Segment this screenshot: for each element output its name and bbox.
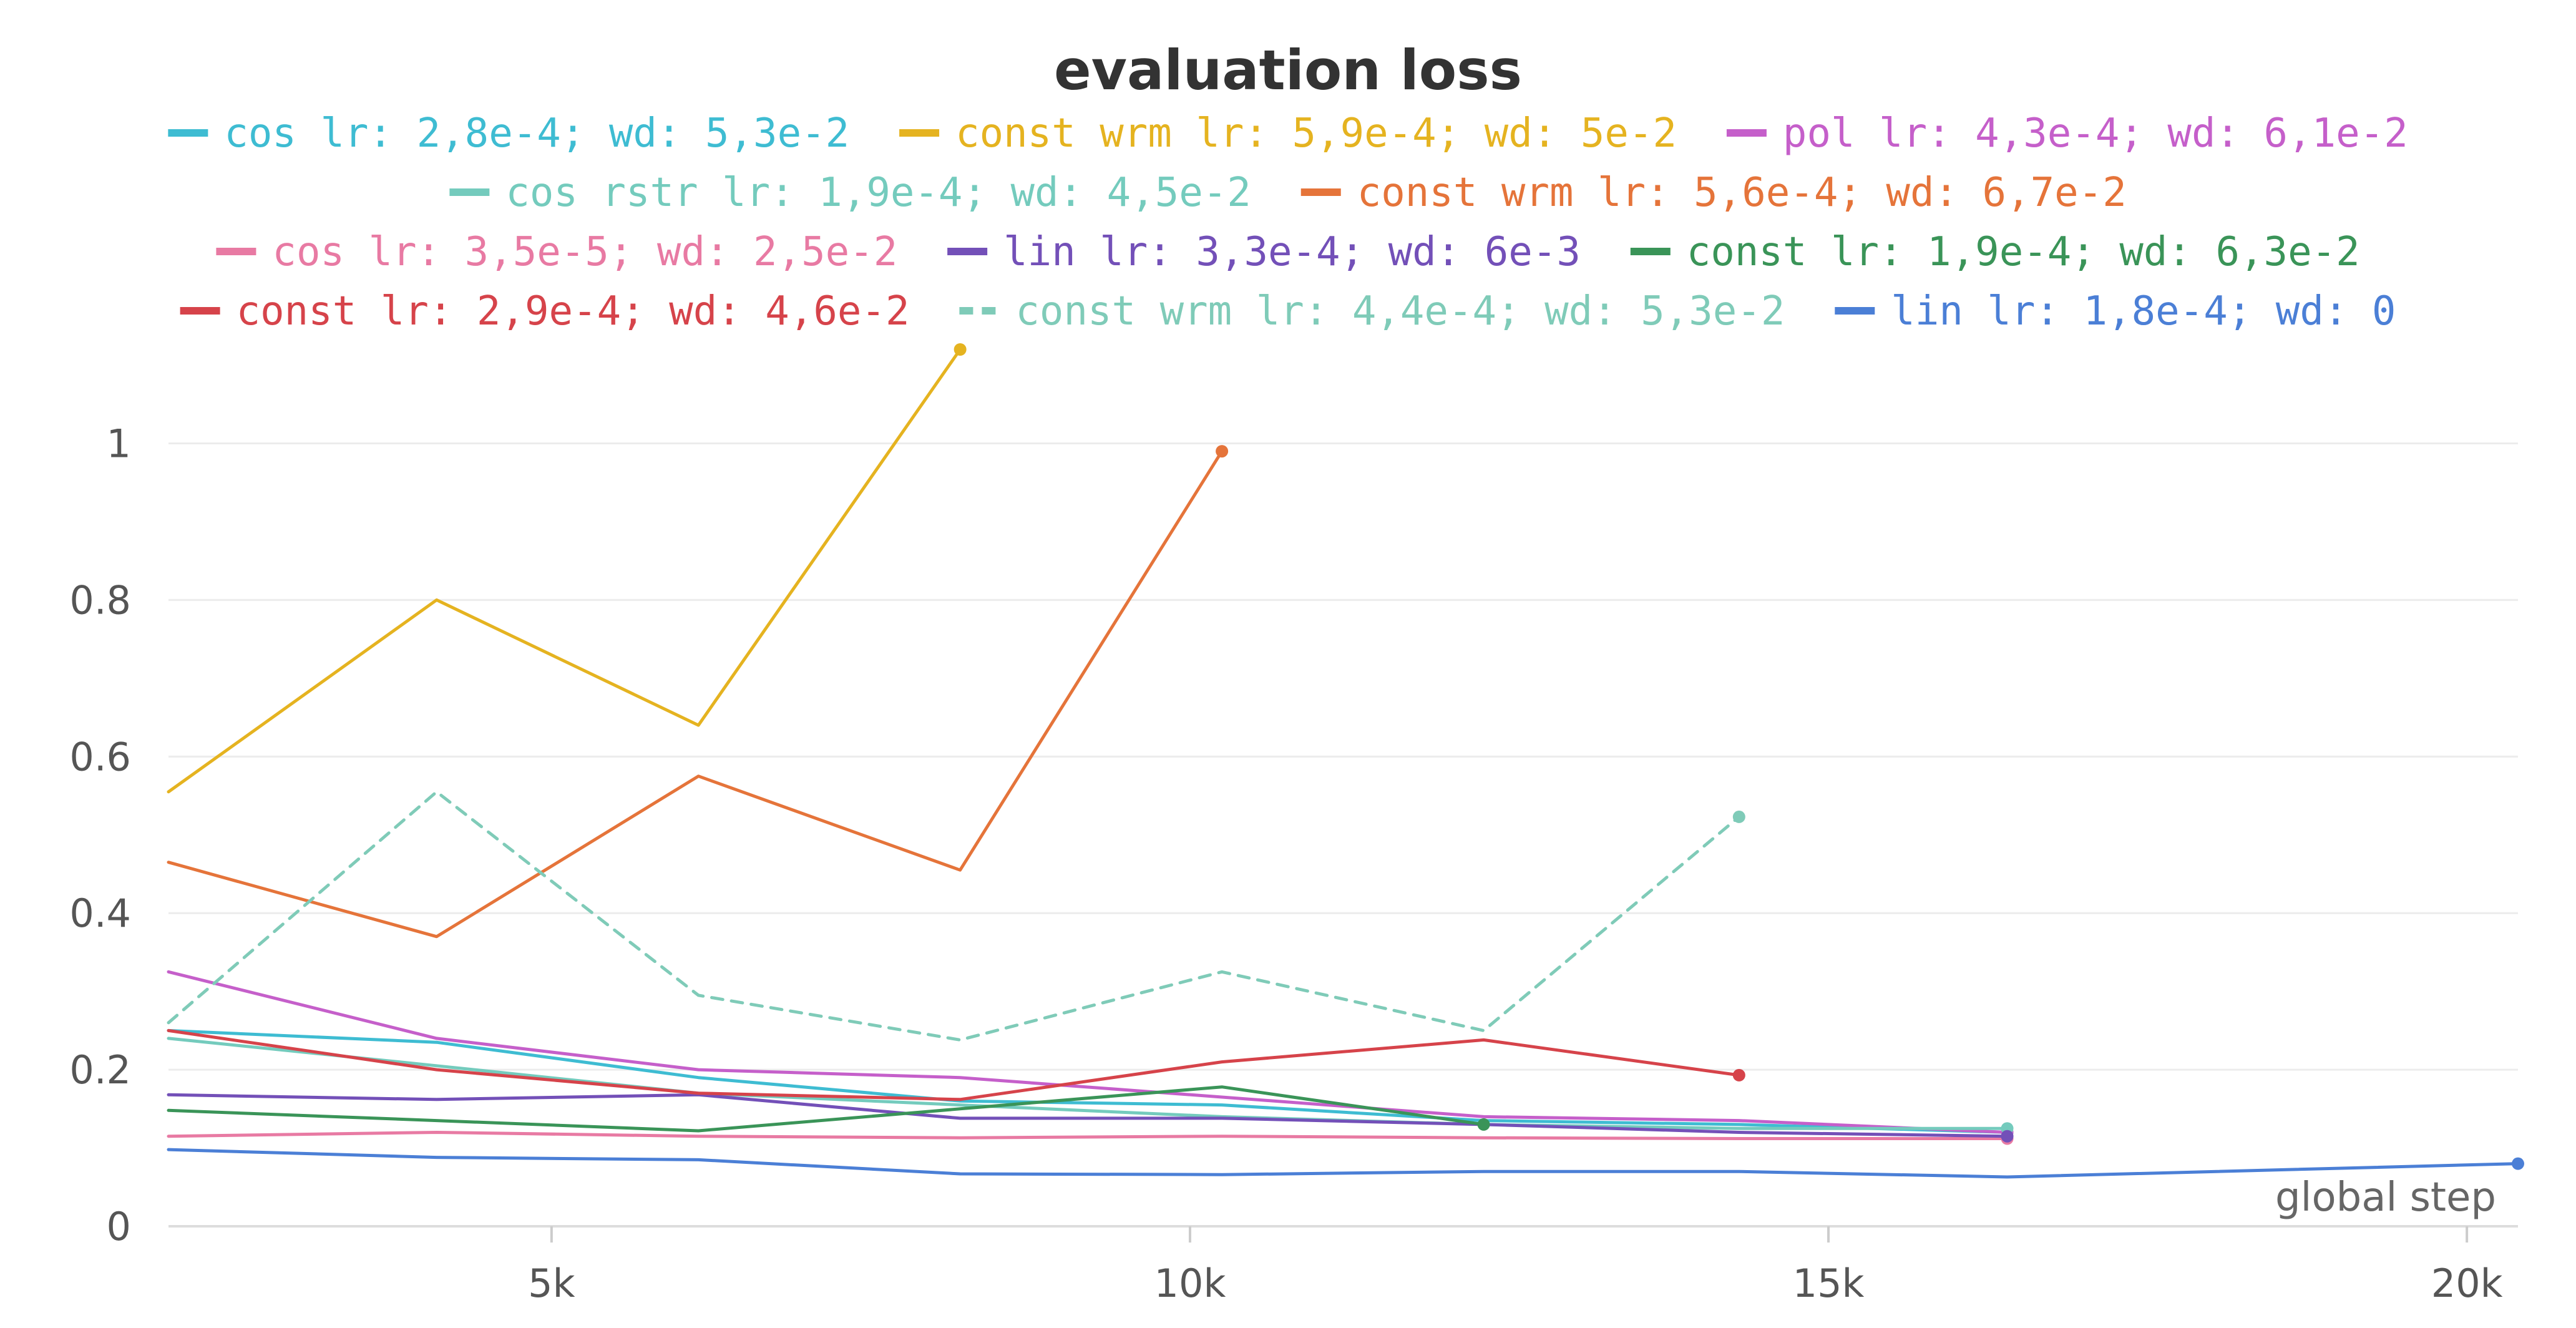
series-end-point-7 (1477, 1118, 1490, 1131)
x-axis-label: global step (2275, 1174, 2496, 1221)
legend-label-5: cos lr: 3,5e-5; wd: 2,5e-2 (272, 229, 897, 275)
series-line-9 (167, 790, 1741, 1042)
legend-label-6: lin lr: 3,3e-4; wd: 6e-3 (1003, 229, 1581, 275)
x-tick-label-2: 15k (1793, 1261, 1865, 1306)
series-line-10 (167, 1148, 2520, 1179)
series-end-point-6 (2001, 1130, 2014, 1143)
x-axis-ticks: 5k 10k 15k 20k (528, 1226, 2503, 1306)
series-line-2 (167, 970, 2009, 1134)
series-line-7 (167, 1085, 1486, 1133)
series-lines (167, 343, 2524, 1179)
legend-label-10: lin lr: 1,8e-4; wd: 0 (1891, 288, 2396, 334)
x-tick-label-0: 5k (528, 1261, 575, 1306)
series-line-0 (167, 1028, 2009, 1134)
series-line-3 (167, 1037, 2009, 1130)
y-tick-label-5: 1 (107, 421, 131, 467)
y-tick-label-1: 0.2 (69, 1047, 131, 1093)
chart-title: evaluation loss (1054, 38, 1522, 102)
series-end-point-8 (1732, 1068, 1745, 1081)
legend-label-9: const wrm lr: 4,4e-4; wd: 5,3e-2 (1015, 288, 1785, 334)
series-end-point-10 (2512, 1157, 2524, 1170)
legend-label-2: pol lr: 4,3e-4; wd: 6,1e-2 (1783, 110, 2408, 157)
legend-label-3: cos rstr lr: 1,9e-4; wd: 4,5e-2 (505, 170, 1251, 216)
grid-lines (168, 442, 2518, 1228)
x-tick-label-3: 20k (2431, 1261, 2503, 1306)
series-line-8 (167, 1028, 1741, 1101)
y-tick-label-4: 0.8 (69, 577, 131, 623)
y-axis-ticks: 0 0.2 0.4 0.6 0.8 1 (69, 421, 131, 1249)
legend-label-1: const wrm lr: 5,9e-4; wd: 5e-2 (955, 110, 1677, 157)
legend-label-0: cos lr: 2,8e-4; wd: 5,3e-2 (224, 110, 849, 157)
series-end-point-4 (1216, 445, 1229, 458)
series-line-5 (167, 1131, 2009, 1140)
series-line-4 (167, 449, 1224, 939)
series-line-6 (167, 1093, 2009, 1138)
x-tick-label-1: 10k (1154, 1261, 1226, 1306)
series-end-point-1 (954, 343, 967, 356)
legend-label-7: const lr: 1,9e-4; wd: 6,3e-2 (1687, 229, 2360, 275)
y-tick-label-0: 0 (107, 1204, 131, 1249)
series-end-point-9 (1732, 810, 1745, 823)
y-tick-label-3: 0.6 (69, 734, 131, 779)
legend: cos lr: 2,8e-4; wd: 5,3e-2 const wrm lr: … (168, 110, 2408, 334)
legend-label-4: const wrm lr: 5,6e-4; wd: 6,7e-2 (1357, 170, 2127, 216)
series-line-1 (167, 348, 962, 794)
y-tick-label-2: 0.4 (69, 891, 131, 936)
legend-label-8: const lr: 2,9e-4; wd: 4,6e-2 (237, 288, 910, 334)
